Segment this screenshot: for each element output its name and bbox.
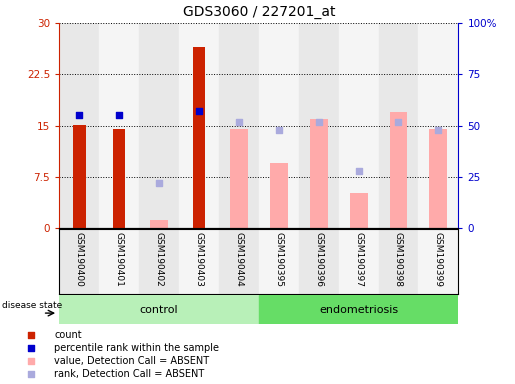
Bar <box>59 23 99 228</box>
Text: rank, Detection Call = ABSENT: rank, Detection Call = ABSENT <box>54 369 204 379</box>
Bar <box>418 229 458 294</box>
Point <box>394 119 403 125</box>
Bar <box>259 295 458 324</box>
Point <box>315 119 323 125</box>
Bar <box>219 23 259 228</box>
Text: GSM190403: GSM190403 <box>195 232 203 287</box>
Text: GSM190397: GSM190397 <box>354 232 363 288</box>
Text: GSM190396: GSM190396 <box>314 232 323 288</box>
Bar <box>379 23 418 228</box>
Bar <box>430 129 448 228</box>
Text: GSM190398: GSM190398 <box>394 232 403 288</box>
Bar <box>193 47 205 228</box>
Text: GSM190399: GSM190399 <box>434 232 443 288</box>
Text: endometriosis: endometriosis <box>319 305 398 314</box>
Point <box>75 113 83 119</box>
Bar <box>310 119 328 228</box>
Bar <box>219 229 259 294</box>
Text: GSM190402: GSM190402 <box>154 232 163 287</box>
Bar <box>150 220 168 228</box>
Bar <box>350 193 368 228</box>
Bar <box>339 23 379 228</box>
Title: GDS3060 / 227201_at: GDS3060 / 227201_at <box>182 5 335 19</box>
Point <box>434 127 442 133</box>
Point <box>155 180 163 186</box>
Point <box>274 127 283 133</box>
Text: GSM190401: GSM190401 <box>115 232 124 287</box>
Bar <box>230 129 248 228</box>
Bar <box>418 23 458 228</box>
Bar <box>139 23 179 228</box>
Point <box>354 168 363 174</box>
Bar <box>179 23 219 228</box>
Bar <box>59 295 259 324</box>
Text: count: count <box>54 330 82 340</box>
Bar <box>259 23 299 228</box>
Bar <box>299 229 339 294</box>
Point <box>115 113 123 119</box>
Text: GSM190395: GSM190395 <box>274 232 283 288</box>
Bar <box>99 23 139 228</box>
Bar <box>379 229 418 294</box>
Point <box>235 119 243 125</box>
Bar <box>299 23 339 228</box>
Bar <box>73 125 85 228</box>
Bar <box>59 229 99 294</box>
Bar <box>99 229 139 294</box>
Bar <box>259 229 299 294</box>
Text: GSM190404: GSM190404 <box>234 232 243 287</box>
Text: disease state: disease state <box>3 301 63 310</box>
Text: value, Detection Call = ABSENT: value, Detection Call = ABSENT <box>54 356 209 366</box>
Point <box>195 108 203 114</box>
Text: control: control <box>140 305 178 314</box>
Bar <box>389 112 407 228</box>
Bar <box>139 229 179 294</box>
Bar <box>113 129 126 228</box>
Text: GSM190400: GSM190400 <box>75 232 83 287</box>
Text: percentile rank within the sample: percentile rank within the sample <box>54 343 219 353</box>
Bar <box>270 164 288 228</box>
Bar <box>339 229 379 294</box>
Bar <box>179 229 219 294</box>
